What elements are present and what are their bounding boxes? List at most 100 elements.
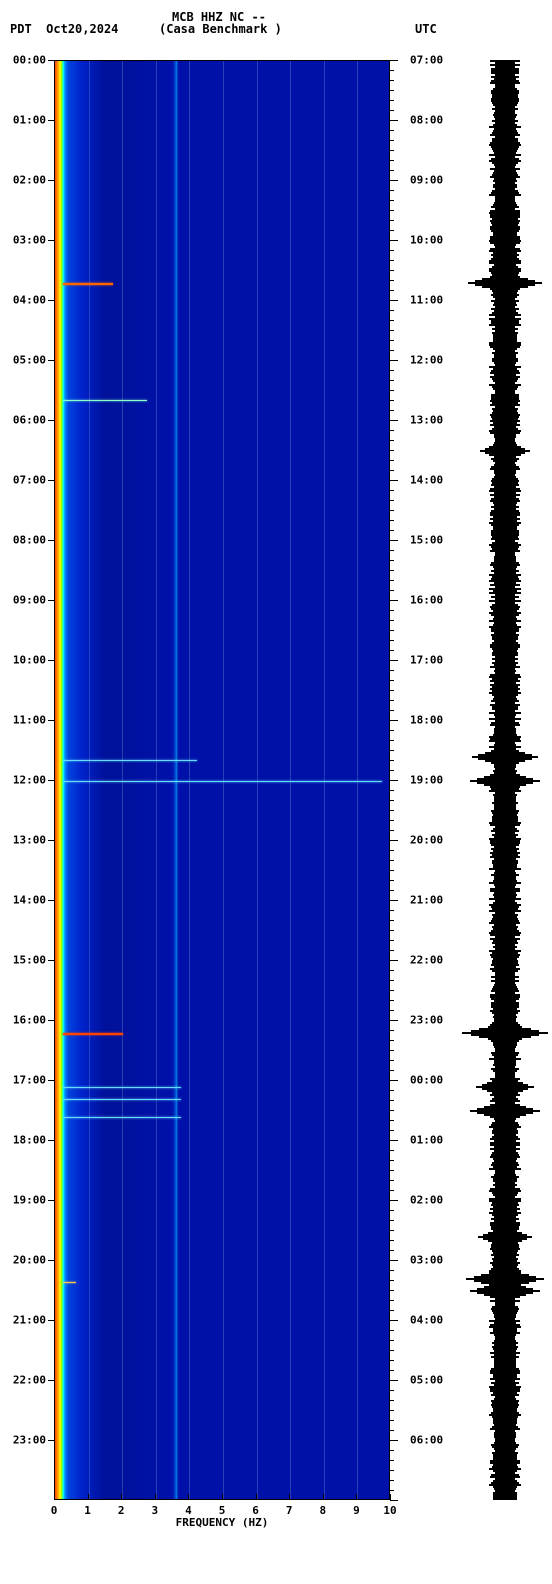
- freq-tick-mark: [323, 1494, 324, 1500]
- right-tick-label: 20:00: [410, 834, 443, 847]
- right-tick-label: 17:00: [410, 654, 443, 667]
- spectrogram-event: [63, 400, 147, 401]
- spectrogram-event: [63, 283, 113, 285]
- right-tick-minor: [390, 310, 394, 311]
- right-tick-label: 02:00: [410, 1194, 443, 1207]
- right-tick-mark: [390, 360, 398, 361]
- left-tick-label: 12:00: [13, 774, 46, 787]
- right-tick-mark: [390, 420, 398, 421]
- spectrogram-event: [63, 1117, 181, 1118]
- right-tick-minor: [390, 870, 394, 871]
- left-tick-mark: [48, 720, 54, 721]
- right-tick-minor: [390, 1330, 394, 1331]
- right-tick-minor: [390, 400, 394, 401]
- right-tick-minor: [390, 1460, 394, 1461]
- tz-right: UTC: [415, 22, 437, 36]
- right-tick-minor: [390, 1240, 394, 1241]
- left-tick-mark: [48, 540, 54, 541]
- right-tick-minor: [390, 890, 394, 891]
- left-tick-mark: [48, 780, 54, 781]
- right-tick-minor: [390, 220, 394, 221]
- right-tick-minor: [390, 440, 394, 441]
- tz-left: PDT: [10, 22, 32, 36]
- left-tick-mark: [48, 1200, 54, 1201]
- freq-tick-label: 5: [219, 1504, 226, 1517]
- left-tick-mark: [48, 960, 54, 961]
- right-tick-minor: [390, 150, 394, 151]
- right-tick-mark: [390, 1380, 398, 1381]
- right-tick-minor: [390, 100, 394, 101]
- right-tick-minor: [390, 1270, 394, 1271]
- right-tick-mark: [390, 1500, 398, 1501]
- right-tick-minor: [390, 820, 394, 821]
- right-tick-minor: [390, 1310, 394, 1311]
- freq-tick-mark: [256, 1494, 257, 1500]
- left-tick-label: 20:00: [13, 1254, 46, 1267]
- left-tick-label: 21:00: [13, 1314, 46, 1327]
- right-tick-minor: [390, 160, 394, 161]
- right-tick-minor: [390, 490, 394, 491]
- right-tick-minor: [390, 570, 394, 571]
- right-tick-minor: [390, 450, 394, 451]
- right-tick-minor: [390, 850, 394, 851]
- right-tick-label: 04:00: [410, 1314, 443, 1327]
- right-tick-minor: [390, 520, 394, 521]
- right-tick-minor: [390, 1410, 394, 1411]
- right-tick-label: 19:00: [410, 774, 443, 787]
- gridline-v: [324, 61, 325, 1499]
- right-tick-minor: [390, 1120, 394, 1121]
- left-tick-mark: [48, 660, 54, 661]
- right-tick-label: 21:00: [410, 894, 443, 907]
- right-tick-label: 03:00: [410, 1254, 443, 1267]
- left-tick-label: 04:00: [13, 294, 46, 307]
- right-tick-minor: [390, 1000, 394, 1001]
- right-tick-label: 09:00: [410, 174, 443, 187]
- header: PDT Oct20,2024 MCB HHZ NC -- (Casa Bench…: [0, 4, 552, 54]
- right-tick-minor: [390, 1190, 394, 1191]
- right-tick-minor: [390, 740, 394, 741]
- right-tick-mark: [390, 600, 398, 601]
- right-tick-mark: [390, 480, 398, 481]
- right-tick-minor: [390, 80, 394, 81]
- right-tick-label: 06:00: [410, 1434, 443, 1447]
- right-tick-minor: [390, 230, 394, 231]
- left-tick-mark: [48, 60, 54, 61]
- right-tick-minor: [390, 1170, 394, 1171]
- spectrogram-plot: [54, 60, 390, 1500]
- gridline-v: [357, 61, 358, 1499]
- right-tick-minor: [390, 930, 394, 931]
- left-tick-label: 09:00: [13, 594, 46, 607]
- freq-tick-mark: [121, 1494, 122, 1500]
- right-tick-mark: [390, 300, 398, 301]
- right-tick-minor: [390, 1050, 394, 1051]
- right-tick-label: 23:00: [410, 1014, 443, 1027]
- left-tick-label: 11:00: [13, 714, 46, 727]
- spectrogram-event: [63, 781, 382, 782]
- left-tick-label: 05:00: [13, 354, 46, 367]
- right-tick-minor: [390, 380, 394, 381]
- gridline-v: [156, 61, 157, 1499]
- freq-tick-label: 1: [84, 1504, 91, 1517]
- right-tick-minor: [390, 880, 394, 881]
- right-tick-mark: [390, 1200, 398, 1201]
- left-tick-mark: [48, 1440, 54, 1441]
- left-tick-label: 06:00: [13, 414, 46, 427]
- right-tick-mark: [390, 660, 398, 661]
- freq-tick-label: 8: [319, 1504, 326, 1517]
- left-tick-mark: [48, 120, 54, 121]
- right-tick-minor: [390, 130, 394, 131]
- right-tick-minor: [390, 1290, 394, 1291]
- right-tick-label: 18:00: [410, 714, 443, 727]
- right-tick-minor: [390, 270, 394, 271]
- right-tick-minor: [390, 810, 394, 811]
- left-tick-mark: [48, 1380, 54, 1381]
- left-tick-label: 23:00: [13, 1434, 46, 1447]
- spectrogram-event: [63, 1033, 123, 1035]
- right-tick-minor: [390, 710, 394, 711]
- x-axis-label: FREQUENCY (HZ): [54, 1516, 390, 1529]
- right-tick-minor: [390, 350, 394, 351]
- right-tick-minor: [390, 1110, 394, 1111]
- right-tick-minor: [390, 1010, 394, 1011]
- right-tick-label: 08:00: [410, 114, 443, 127]
- right-tick-minor: [390, 410, 394, 411]
